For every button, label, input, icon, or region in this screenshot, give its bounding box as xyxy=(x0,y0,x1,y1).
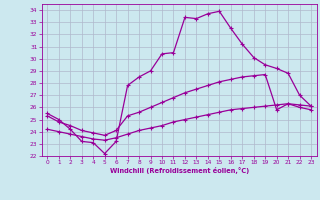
X-axis label: Windchill (Refroidissement éolien,°C): Windchill (Refroidissement éolien,°C) xyxy=(109,167,249,174)
